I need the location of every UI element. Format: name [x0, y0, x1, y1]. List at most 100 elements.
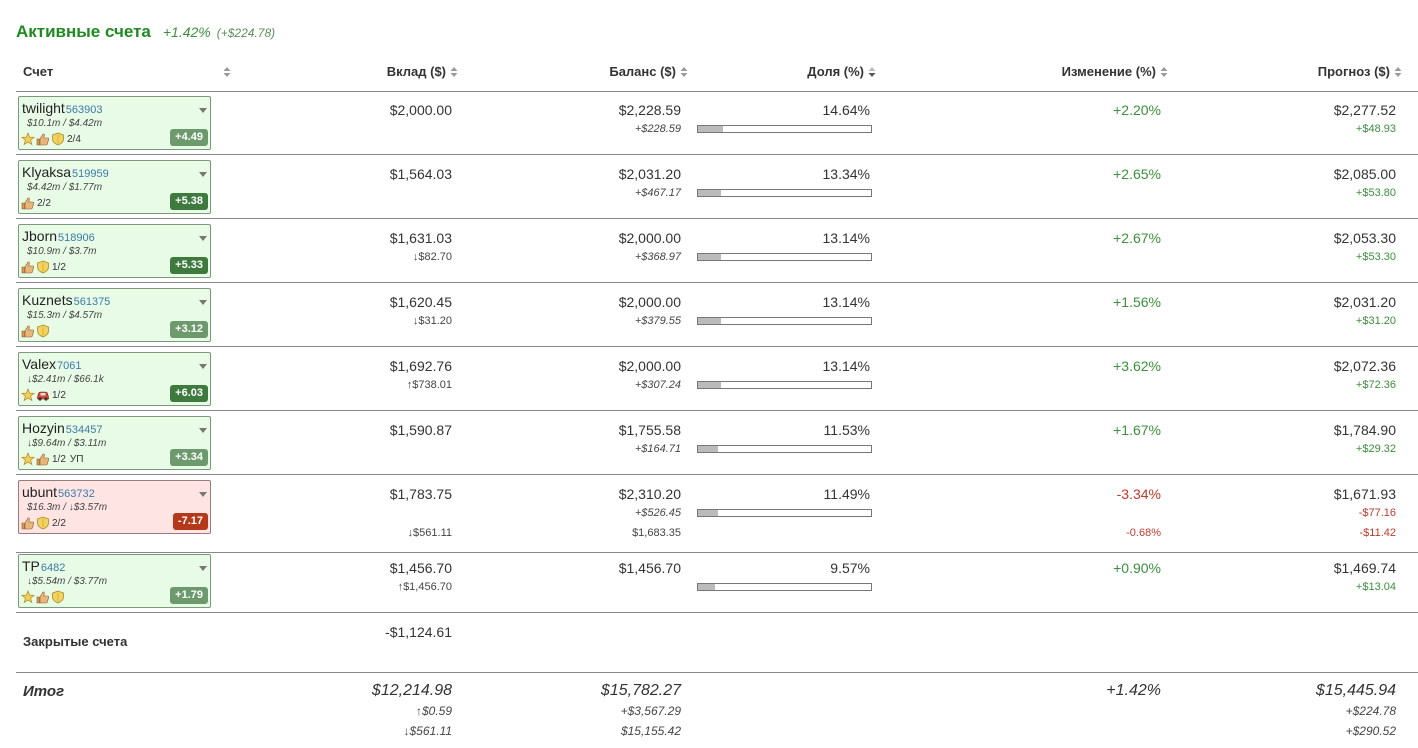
account-id[interactable]: 563903 — [65, 104, 103, 116]
deposit-value: $2,000.00 — [389, 102, 452, 118]
account-fraction: 2/2 — [52, 517, 66, 529]
forecast-gain: +$13.04 — [1355, 581, 1396, 593]
account-card[interactable]: Klyaksa519959 $4.42m / $1.77m 2/2 +5.38 — [18, 160, 211, 214]
share-bar — [697, 445, 872, 453]
thumbs-up-icon — [21, 516, 35, 530]
account-name-line: Kuznets561375 — [22, 292, 110, 308]
column-header-deposit[interactable]: Вклад ($) — [387, 64, 458, 84]
deposit-delta: ↓$31.20 — [412, 315, 452, 327]
account-card[interactable]: TP6482 ↓$5.54m / $3.77m +1.79 — [18, 554, 211, 608]
total-change: +1.42% — [1106, 682, 1161, 699]
thumbs-up-icon — [36, 132, 50, 146]
account-id[interactable]: 563732 — [58, 488, 95, 500]
account-name[interactable]: Hozyin — [22, 420, 65, 436]
account-score-badge: -7.17 — [172, 513, 208, 530]
account-name[interactable]: twilight — [22, 100, 65, 116]
balance-gain: +$164.71 — [634, 443, 681, 455]
change-value: +2.65% — [1113, 166, 1161, 182]
account-name-line: Klyaksa519959 — [22, 164, 109, 180]
account-score-badge: +3.12 — [170, 321, 208, 338]
account-card[interactable]: twilight563903 $10.1m / $4.42m 2/4 +4.49 — [18, 96, 211, 150]
forecast-gain: -$77.16 — [1358, 507, 1396, 519]
account-score-badge: +5.38 — [170, 193, 208, 210]
star-icon — [21, 132, 35, 146]
account-fraction: 1/2 — [52, 453, 66, 465]
account-id[interactable]: 519959 — [72, 168, 109, 180]
balance-value: $1,456.70 — [618, 560, 681, 576]
sort-icon — [1160, 66, 1168, 78]
account-id[interactable]: 534457 — [65, 424, 103, 436]
share-value: 13.14% — [822, 358, 870, 374]
share-bar-fill — [698, 510, 718, 516]
row-divider — [16, 410, 1418, 411]
account-card[interactable]: Kuznets561375 $15.3m / $4.57m +3.12 — [18, 288, 211, 342]
share-value: 13.14% — [822, 294, 870, 310]
total-change-amount: (+$224.78) — [216, 26, 276, 40]
account-name[interactable]: Kuznets — [22, 292, 73, 308]
balance-value: $2,228.59 — [618, 102, 681, 118]
account-badges: 2/2 — [21, 195, 55, 211]
account-id[interactable]: 7061 — [56, 360, 82, 372]
column-header-share[interactable]: Доля (%) — [807, 64, 876, 84]
forecast-value: $2,085.00 — [1333, 166, 1396, 182]
chevron-down-icon[interactable] — [199, 484, 207, 500]
account-name[interactable]: Jborn — [22, 228, 58, 244]
column-header-change[interactable]: Изменение (%) — [1062, 64, 1168, 84]
account-name[interactable]: ubunt — [22, 484, 58, 500]
account-fraction: 2/4 — [67, 133, 81, 145]
total-balance: $15,782.27 — [600, 682, 681, 699]
account-card[interactable]: Valex7061 ↓$2.41m / $66.1k 1/2 +6.03 — [18, 352, 211, 406]
account-score-badge: +3.34 — [170, 449, 208, 466]
account-fraction: 2/2 — [37, 197, 51, 209]
chevron-down-icon[interactable] — [199, 292, 207, 308]
row-divider — [16, 552, 1418, 553]
account-card[interactable]: Jborn518906 $10.9m / $3.7m 1/2 +5.33 — [18, 224, 211, 278]
forecast-value: $2,053.30 — [1333, 230, 1396, 246]
account-card[interactable]: ubunt563732 $16.3m / ↓$3.57m 2/2 -7.17 — [18, 480, 211, 534]
sort-desc-icon — [868, 66, 876, 78]
closed-accounts-deposit: -$1,124.61 — [385, 624, 452, 640]
balance-value: $2,031.20 — [618, 166, 681, 182]
star-icon — [21, 452, 35, 466]
forecast-value: $1,469.74 — [1333, 560, 1396, 576]
account-id[interactable]: 6482 — [40, 562, 66, 574]
account-card[interactable]: Hozyin534457 ↓$9.64m / $3.11m 1/2 УП +3.3… — [18, 416, 211, 470]
account-badges: 2/4 — [21, 131, 85, 147]
chevron-down-icon[interactable] — [199, 100, 207, 116]
forecast-value: $2,072.36 — [1333, 358, 1396, 374]
star-icon — [21, 590, 35, 604]
shield-icon — [51, 132, 65, 146]
account-name[interactable]: Valex — [22, 356, 56, 372]
account-volume: $10.1m / $4.42m — [27, 118, 103, 129]
chevron-down-icon[interactable] — [199, 164, 207, 180]
sort-icon[interactable] — [219, 64, 231, 84]
account-name[interactable]: TP — [22, 558, 40, 574]
deposit-delta: ↓$82.70 — [412, 251, 452, 263]
chevron-down-icon[interactable] — [199, 356, 207, 372]
chevron-down-icon[interactable] — [199, 228, 207, 244]
share-bar — [697, 509, 872, 517]
total-forecast: $15,445.94 — [1315, 682, 1396, 699]
forecast-gain: +$31.20 — [1355, 315, 1396, 327]
account-id[interactable]: 518906 — [58, 232, 95, 244]
share-bar — [697, 253, 872, 261]
column-header-forecast[interactable]: Прогноз ($) — [1318, 64, 1402, 84]
forecast-loss: -$11.42 — [1359, 527, 1397, 539]
account-badges — [21, 589, 71, 605]
account-id[interactable]: 561375 — [73, 296, 111, 308]
share-value: 13.34% — [822, 166, 870, 182]
column-header-account[interactable]: Счет — [23, 64, 54, 79]
share-bar-fill — [698, 126, 724, 132]
share-value: 14.64% — [822, 102, 870, 118]
column-header-balance[interactable]: Баланс ($) — [609, 64, 688, 84]
thumbs-up-icon — [36, 452, 50, 466]
chevron-down-icon[interactable] — [199, 558, 207, 574]
share-bar — [697, 317, 872, 325]
sort-icon — [1394, 66, 1402, 78]
deposit-delta: ↑$738.01 — [406, 379, 452, 391]
share-bar-fill — [698, 254, 721, 260]
chevron-down-icon[interactable] — [199, 420, 207, 436]
account-name[interactable]: Klyaksa — [22, 164, 72, 180]
account-badges: 1/2 УП — [21, 451, 83, 467]
share-bar — [697, 189, 872, 197]
